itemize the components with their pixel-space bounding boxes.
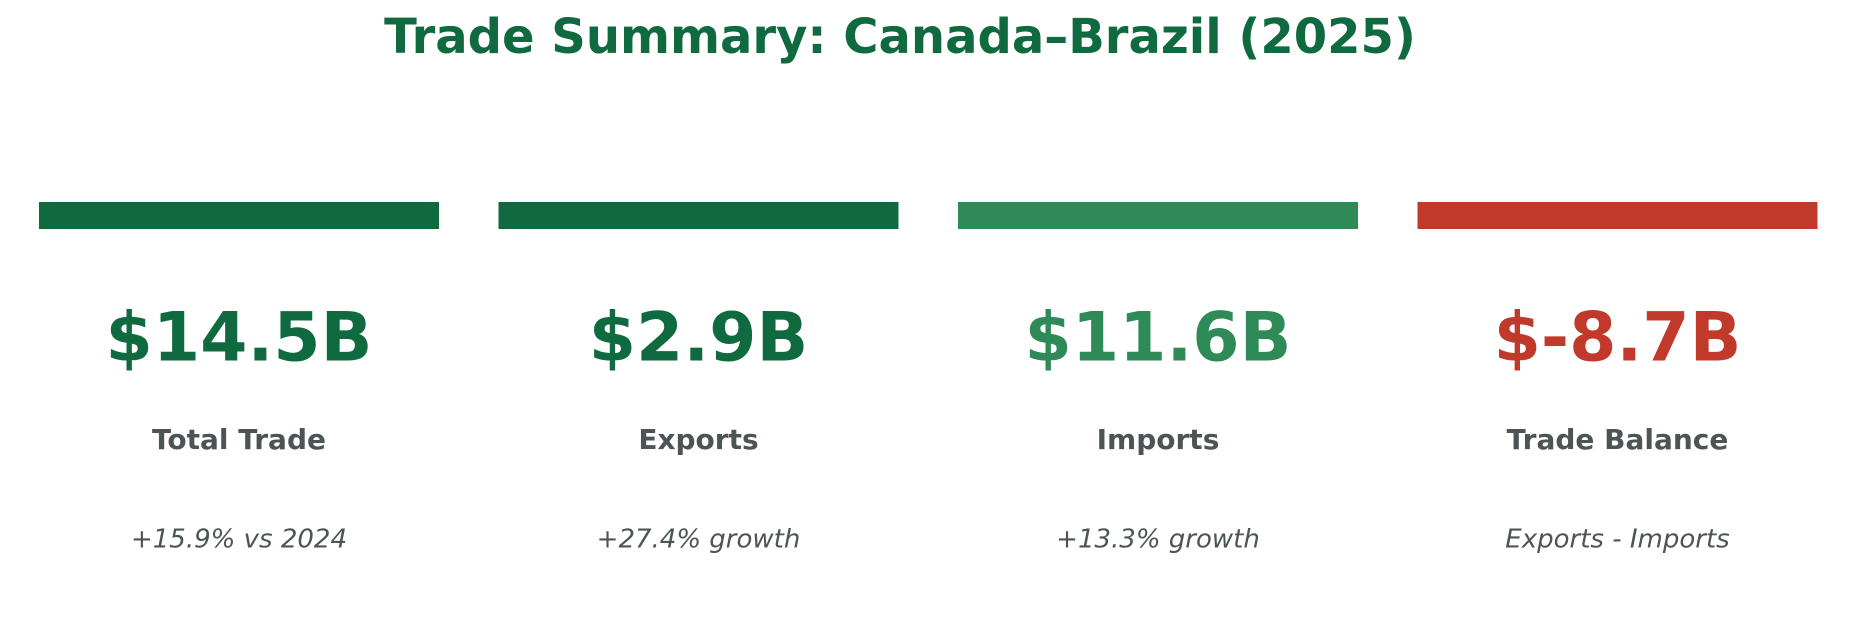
card-bar: [958, 202, 1358, 229]
card-label: Imports: [1097, 423, 1220, 456]
card-label: Total Trade: [152, 423, 326, 456]
card-value: $11.6B: [1025, 299, 1292, 378]
card-value: $-8.7B: [1494, 299, 1742, 378]
card-bar: [39, 202, 439, 229]
card-note: +27.4% growth: [597, 525, 801, 555]
title: Trade Summary: Canada–Brazil (2025): [384, 9, 1416, 65]
card-value: $2.9B: [589, 299, 809, 378]
card-value: $14.5B: [106, 299, 373, 378]
card-note: +15.9% vs 2024: [131, 525, 347, 555]
card-bar: [498, 202, 899, 229]
card-note: +13.3% growth: [1056, 525, 1260, 555]
card-label: Exports: [638, 423, 758, 456]
card-note: Exports - Imports: [1505, 525, 1729, 555]
card-label: Trade Balance: [1507, 423, 1729, 456]
card-bar: [1417, 202, 1818, 229]
